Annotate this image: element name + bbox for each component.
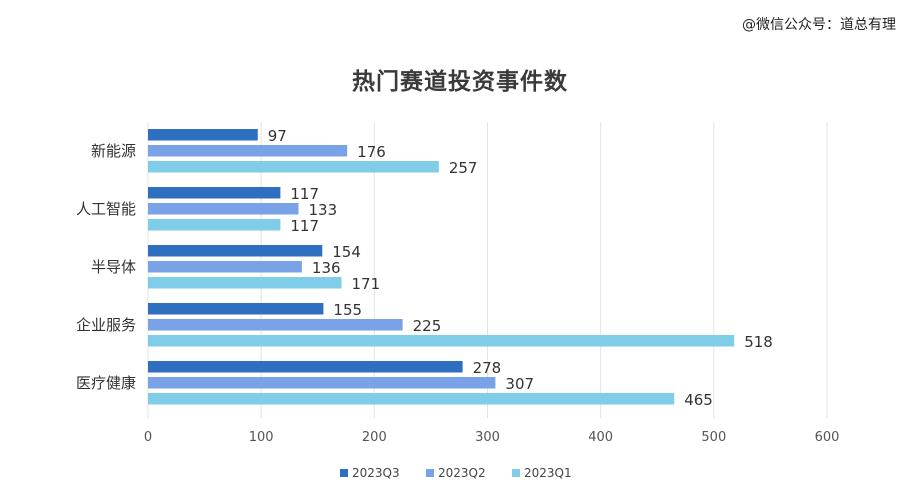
bar	[148, 393, 675, 405]
data-label: 176	[357, 143, 386, 161]
data-label: 97	[268, 127, 287, 145]
category-label: 半导体	[91, 258, 136, 276]
legend-swatch	[512, 469, 520, 477]
bar	[148, 319, 403, 331]
bar	[148, 145, 348, 157]
x-tick-label: 300	[475, 430, 500, 445]
data-label: 133	[309, 201, 338, 219]
bar	[148, 361, 463, 373]
bar	[148, 261, 302, 273]
bar	[148, 161, 439, 173]
bar	[148, 377, 496, 389]
x-tick-label: 500	[701, 430, 726, 445]
bar	[148, 245, 323, 257]
bar	[148, 335, 735, 347]
category-label: 人工智能	[76, 200, 136, 218]
data-label: 154	[332, 243, 361, 261]
bar	[148, 203, 299, 215]
data-label: 136	[312, 259, 341, 277]
data-label: 117	[290, 217, 319, 235]
legend-swatch	[340, 469, 348, 477]
x-tick-label: 600	[815, 430, 840, 445]
data-label: 257	[449, 159, 478, 177]
category-label: 企业服务	[76, 316, 136, 334]
category-label: 新能源	[91, 142, 136, 160]
bar	[148, 129, 258, 141]
bar	[148, 219, 281, 231]
x-tick-label: 0	[144, 430, 152, 445]
bar	[148, 277, 342, 289]
chart-title: 热门赛道投资事件数	[352, 69, 568, 95]
data-label: 225	[413, 317, 442, 335]
bar	[148, 303, 324, 315]
data-label: 117	[290, 185, 319, 203]
data-label: 278	[473, 359, 502, 377]
data-label: 171	[352, 275, 381, 293]
legend-label: 2023Q2	[438, 466, 486, 480]
data-label: 307	[505, 375, 534, 393]
legend-label: 2023Q3	[352, 466, 400, 480]
data-label: 155	[333, 301, 362, 319]
x-tick-label: 200	[362, 430, 387, 445]
data-label: 465	[684, 391, 713, 409]
legend-label: 2023Q1	[524, 466, 572, 480]
watermark-text: @微信公众号：道总有理	[742, 17, 896, 33]
category-label: 医疗健康	[76, 374, 136, 392]
x-tick-label: 400	[588, 430, 613, 445]
bar	[148, 187, 281, 199]
data-label: 518	[744, 333, 773, 351]
x-tick-label: 100	[249, 430, 274, 445]
legend-swatch	[426, 469, 434, 477]
